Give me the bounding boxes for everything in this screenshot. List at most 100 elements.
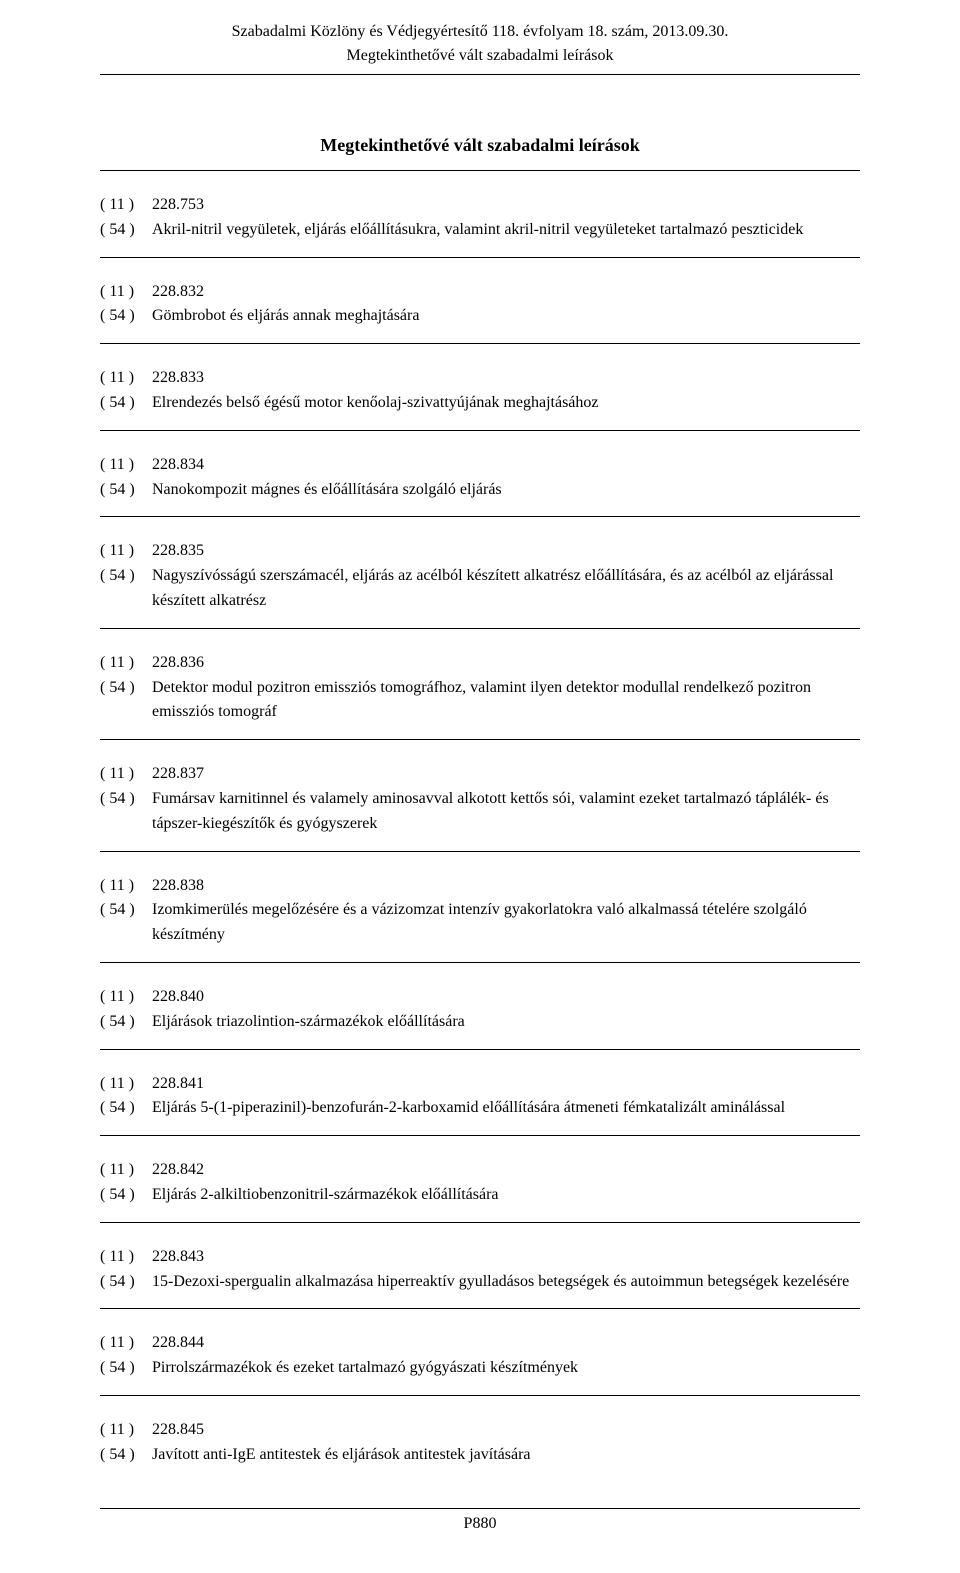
- patent-number: 228.837: [152, 762, 860, 787]
- patent-entry: ( 11 )228.837( 54 )Fumársav karnitinnel …: [100, 762, 860, 851]
- entry-title-row: ( 54 )Nagyszívósságú szerszámacél, eljár…: [100, 564, 860, 614]
- patent-title: Fumársav karnitinnel és valamely aminosa…: [152, 787, 860, 837]
- patent-number: 228.841: [152, 1072, 860, 1097]
- code-54-label: ( 54 ): [100, 218, 152, 243]
- code-54-label: ( 54 ): [100, 304, 152, 329]
- code-54-label: ( 54 ): [100, 478, 152, 503]
- patent-title: Izomkimerülés megelőzésére és a vázizomz…: [152, 898, 860, 948]
- patent-entry: ( 11 )228.841( 54 )Eljárás 5-(1-piperazi…: [100, 1072, 860, 1137]
- code-11-label: ( 11 ): [100, 280, 152, 305]
- entry-separator: [100, 257, 860, 258]
- code-11-label: ( 11 ): [100, 985, 152, 1010]
- code-54-label: ( 54 ): [100, 1443, 152, 1468]
- entry-number-row: ( 11 )228.837: [100, 762, 860, 787]
- patent-number: 228.832: [152, 280, 860, 305]
- entry-title-row: ( 54 )Pirrolszármazékok és ezeket tartal…: [100, 1356, 860, 1381]
- patent-number: 228.836: [152, 651, 860, 676]
- entry-title-row: ( 54 )Javított anti-IgE antitestek és el…: [100, 1443, 860, 1468]
- patent-number: 228.753: [152, 193, 860, 218]
- patent-number: 228.844: [152, 1331, 860, 1356]
- entry-number-row: ( 11 )228.840: [100, 985, 860, 1010]
- patent-title: Gömbrobot és eljárás annak meghajtására: [152, 304, 860, 329]
- patent-title: Eljárások triazolintion-származékok előá…: [152, 1010, 860, 1035]
- patent-title: Nanokompozit mágnes és előállítására szo…: [152, 478, 860, 503]
- code-54-label: ( 54 ): [100, 1096, 152, 1121]
- entry-number-row: ( 11 )228.844: [100, 1331, 860, 1356]
- entry-separator: [100, 1049, 860, 1050]
- entry-separator: [100, 1135, 860, 1136]
- code-11-label: ( 11 ): [100, 762, 152, 787]
- entry-separator: [100, 1222, 860, 1223]
- page-number: P880: [100, 1515, 860, 1533]
- patent-entry: ( 11 )228.753( 54 )Akril-nitril vegyület…: [100, 193, 860, 258]
- patent-number: 228.843: [152, 1245, 860, 1270]
- patent-number: 228.838: [152, 874, 860, 899]
- patent-number: 228.833: [152, 366, 860, 391]
- entry-number-row: ( 11 )228.832: [100, 280, 860, 305]
- patent-number: 228.842: [152, 1158, 860, 1183]
- entry-separator: [100, 343, 860, 344]
- code-11-label: ( 11 ): [100, 1072, 152, 1097]
- section-title-rule: [100, 170, 860, 171]
- entry-title-row: ( 54 )Eljárás 5-(1-piperazinil)-benzofur…: [100, 1096, 860, 1121]
- patent-title: Pirrolszármazékok és ezeket tartalmazó g…: [152, 1356, 860, 1381]
- patent-entry: ( 11 )228.838( 54 )Izomkimerülés megelőz…: [100, 874, 860, 963]
- patent-entry: ( 11 )228.832( 54 )Gömbrobot és eljárás …: [100, 280, 860, 345]
- patent-entry: ( 11 )228.836( 54 )Detektor modul pozitr…: [100, 651, 860, 740]
- code-11-label: ( 11 ): [100, 651, 152, 676]
- code-54-label: ( 54 ): [100, 787, 152, 837]
- entry-separator: [100, 1395, 860, 1396]
- patent-number: 228.835: [152, 539, 860, 564]
- entry-separator: [100, 851, 860, 852]
- entry-title-row: ( 54 )Eljárások triazolintion-származéko…: [100, 1010, 860, 1035]
- patent-entry: ( 11 )228.833( 54 )Elrendezés belső égés…: [100, 366, 860, 431]
- entry-number-row: ( 11 )228.753: [100, 193, 860, 218]
- header-line-2: Megtekinthetővé vált szabadalmi leírások: [100, 44, 860, 68]
- entries-list: ( 11 )228.753( 54 )Akril-nitril vegyület…: [100, 193, 860, 1468]
- entry-number-row: ( 11 )228.843: [100, 1245, 860, 1270]
- entry-separator: [100, 516, 860, 517]
- code-11-label: ( 11 ): [100, 193, 152, 218]
- patent-title: Eljárás 5-(1-piperazinil)-benzofurán-2-k…: [152, 1096, 860, 1121]
- code-54-label: ( 54 ): [100, 1356, 152, 1381]
- code-11-label: ( 11 ): [100, 1158, 152, 1183]
- patent-number: 228.840: [152, 985, 860, 1010]
- entry-number-row: ( 11 )228.834: [100, 453, 860, 478]
- patent-entry: ( 11 )228.845( 54 )Javított anti-IgE ant…: [100, 1418, 860, 1468]
- entry-number-row: ( 11 )228.838: [100, 874, 860, 899]
- entry-title-row: ( 54 )Izomkimerülés megelőzésére és a vá…: [100, 898, 860, 948]
- patent-number: 228.834: [152, 453, 860, 478]
- header-rule: [100, 74, 860, 75]
- patent-title: Eljárás 2-alkiltiobenzonitril-származéko…: [152, 1183, 860, 1208]
- entry-number-row: ( 11 )228.845: [100, 1418, 860, 1443]
- patent-number: 228.845: [152, 1418, 860, 1443]
- document-page: Szabadalmi Közlöny és Védjegyértesítő 11…: [0, 0, 960, 1573]
- patent-entry: ( 11 )228.844( 54 )Pirrolszármazékok és …: [100, 1331, 860, 1396]
- entry-number-row: ( 11 )228.841: [100, 1072, 860, 1097]
- code-54-label: ( 54 ): [100, 898, 152, 948]
- entry-title-row: ( 54 )Fumársav karnitinnel és valamely a…: [100, 787, 860, 837]
- code-11-label: ( 11 ): [100, 366, 152, 391]
- code-54-label: ( 54 ): [100, 676, 152, 726]
- code-54-label: ( 54 ): [100, 1010, 152, 1035]
- document-header: Szabadalmi Közlöny és Védjegyértesítő 11…: [100, 20, 860, 68]
- entry-separator: [100, 628, 860, 629]
- patent-title: Elrendezés belső égésű motor kenőolaj-sz…: [152, 391, 860, 416]
- code-11-label: ( 11 ): [100, 1245, 152, 1270]
- code-11-label: ( 11 ): [100, 874, 152, 899]
- entry-number-row: ( 11 )228.835: [100, 539, 860, 564]
- entry-number-row: ( 11 )228.842: [100, 1158, 860, 1183]
- patent-entry: ( 11 )228.843( 54 )15-Dezoxi-spergualin …: [100, 1245, 860, 1310]
- entry-separator: [100, 1308, 860, 1309]
- entry-title-row: ( 54 )Elrendezés belső égésű motor kenőo…: [100, 391, 860, 416]
- patent-title: 15-Dezoxi-spergualin alkalmazása hiperre…: [152, 1270, 860, 1295]
- patent-entry: ( 11 )228.840( 54 )Eljárások triazolinti…: [100, 985, 860, 1050]
- patent-entry: ( 11 )228.835( 54 )Nagyszívósságú szersz…: [100, 539, 860, 628]
- entry-title-row: ( 54 )Nanokompozit mágnes és előállításá…: [100, 478, 860, 503]
- entry-number-row: ( 11 )228.836: [100, 651, 860, 676]
- entry-number-row: ( 11 )228.833: [100, 366, 860, 391]
- patent-entry: ( 11 )228.842( 54 )Eljárás 2-alkiltioben…: [100, 1158, 860, 1223]
- patent-entry: ( 11 )228.834( 54 )Nanokompozit mágnes é…: [100, 453, 860, 518]
- entry-title-row: ( 54 )Detektor modul pozitron emissziós …: [100, 676, 860, 726]
- code-54-label: ( 54 ): [100, 391, 152, 416]
